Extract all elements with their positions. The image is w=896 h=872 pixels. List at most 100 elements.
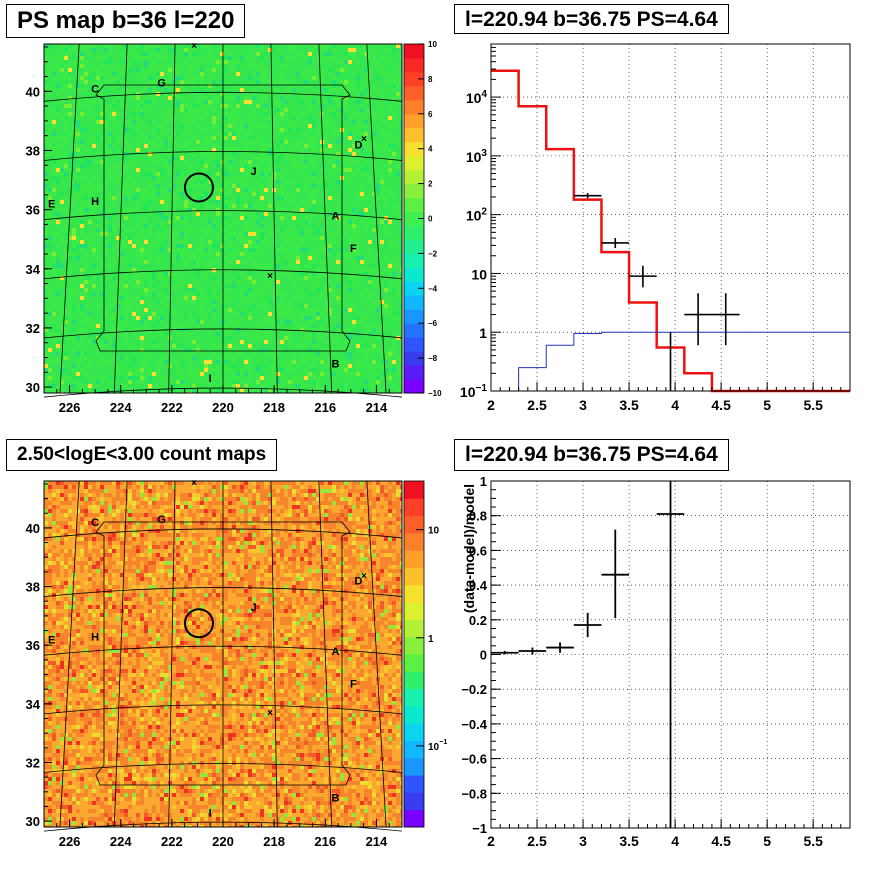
y-tick-label: 30: [26, 814, 40, 829]
source-label: J: [251, 602, 257, 614]
x-tick-label: 2.5: [527, 397, 547, 413]
x-tick-label: 222: [161, 400, 183, 415]
residuals-y-axis-label: (data-model)/model: [461, 484, 477, 613]
source-label: G: [157, 514, 166, 526]
count-colorbar: [404, 481, 424, 828]
source-label: I: [209, 807, 212, 819]
x-tick-label: 226: [59, 400, 81, 415]
cross-marker: ×: [361, 134, 367, 145]
data-point: [629, 265, 657, 288]
data-point: [684, 293, 712, 346]
colorbar-tick-label: 10: [428, 526, 440, 537]
y-tick-label: 36: [26, 203, 40, 218]
meridian-line: [318, 480, 333, 828]
residual-point: [656, 481, 685, 828]
meridian-line: [168, 480, 176, 828]
footprint-outline: [95, 521, 351, 786]
x-tick-label: 4: [671, 833, 679, 849]
y-tick-label: 36: [26, 638, 40, 653]
source-label: A: [332, 211, 340, 223]
source-label: I: [209, 373, 212, 385]
y-tick-label: −1: [472, 821, 487, 836]
y-tick-label: 40: [26, 84, 40, 99]
y-tick-label: 0.6: [469, 543, 487, 558]
x-tick-label: 224: [110, 400, 132, 415]
parallel-line: [43, 763, 403, 773]
source-label: J: [251, 166, 257, 178]
parallel-line: [43, 528, 403, 539]
candidate-circle: [183, 608, 214, 639]
residual-point: [601, 529, 630, 619]
candidate-circle: [183, 172, 214, 203]
x-tick-label: 3.5: [619, 397, 639, 413]
x-tick-label: 5: [763, 397, 771, 413]
y-tick-label: −0.8: [461, 786, 487, 801]
y-tick-label: 10: [471, 266, 487, 282]
source-label: H: [91, 631, 99, 643]
y-tick-label: 38: [26, 143, 40, 158]
colorbar-tick-label: −10: [428, 389, 442, 398]
source-label: D: [355, 576, 363, 588]
residual-point: [518, 647, 547, 655]
y-tick-label: 30: [26, 380, 40, 395]
meridian-line: [59, 43, 80, 394]
colorbar-tick-label: 6: [428, 110, 433, 119]
source-label: F: [350, 678, 357, 690]
meridian-line: [366, 480, 387, 828]
source-label: B: [332, 793, 340, 805]
x-tick-label: 2: [487, 833, 495, 849]
x-tick-label: 224: [110, 834, 132, 849]
parallel-line: [43, 328, 403, 339]
count-map-title: 2.50<logE<3.00 count maps: [6, 439, 278, 471]
data-point: [601, 238, 630, 249]
count-pixels: [44, 481, 402, 827]
x-tick-label: 220: [212, 834, 234, 849]
x-tick-label: 216: [314, 834, 336, 849]
x-tick-label: 218: [263, 400, 285, 415]
meridian-line: [168, 43, 176, 394]
meridian-line: [59, 480, 80, 828]
x-tick-label: 4.5: [711, 397, 731, 413]
y-tick-label: 102: [466, 207, 488, 224]
y-tick-label: 0.2: [469, 613, 487, 628]
x-tick-label: 5.5: [803, 833, 823, 849]
meridian-line: [270, 43, 278, 394]
y-tick-label: 0: [480, 648, 487, 663]
source-label: C: [91, 83, 99, 95]
cross-marker: ×: [267, 708, 273, 719]
meridian-line: [270, 480, 278, 828]
source-label: H: [91, 196, 99, 208]
y-tick-label: 40: [26, 521, 40, 536]
x-tick-label: 214: [366, 400, 388, 415]
data-point: [711, 293, 740, 346]
y-tick-label: 103: [466, 148, 488, 165]
spectrum-title: l=220.94 b=36.75 PS=4.64: [454, 4, 729, 34]
y-tick-label: 0.8: [469, 509, 487, 524]
source-label: B: [332, 358, 340, 370]
meridian-line: [366, 43, 387, 394]
y-tick-label: −0.2: [461, 682, 487, 697]
cross-marker: ×: [191, 478, 197, 489]
footprint-outline: [95, 84, 351, 352]
y-tick-label: 1: [480, 474, 487, 489]
x-tick-label: 220: [212, 400, 234, 415]
background-histogram: [491, 331, 850, 392]
source-label: E: [48, 199, 55, 211]
parallel-line: [43, 269, 403, 280]
x-tick-label: 218: [263, 834, 285, 849]
x-tick-label: 3.5: [619, 833, 639, 849]
x-tick-label: 214: [366, 834, 388, 849]
x-tick-label: 5: [763, 833, 771, 849]
source-label: A: [332, 646, 340, 658]
source-label: C: [91, 517, 99, 529]
y-tick-label: 32: [26, 755, 40, 770]
y-tick-label: 34: [26, 697, 41, 712]
colorbar-tick-label: 8: [428, 75, 433, 84]
parallel-line: [43, 151, 403, 161]
cross-marker: ×: [191, 41, 197, 52]
y-tick-label: 1: [479, 325, 487, 341]
meridian-line: [318, 43, 333, 394]
colorbar-tick-label: 10−1: [428, 737, 447, 753]
x-tick-label: 3: [579, 833, 587, 849]
residuals-title: l=220.94 b=36.75 PS=4.64: [454, 439, 729, 471]
